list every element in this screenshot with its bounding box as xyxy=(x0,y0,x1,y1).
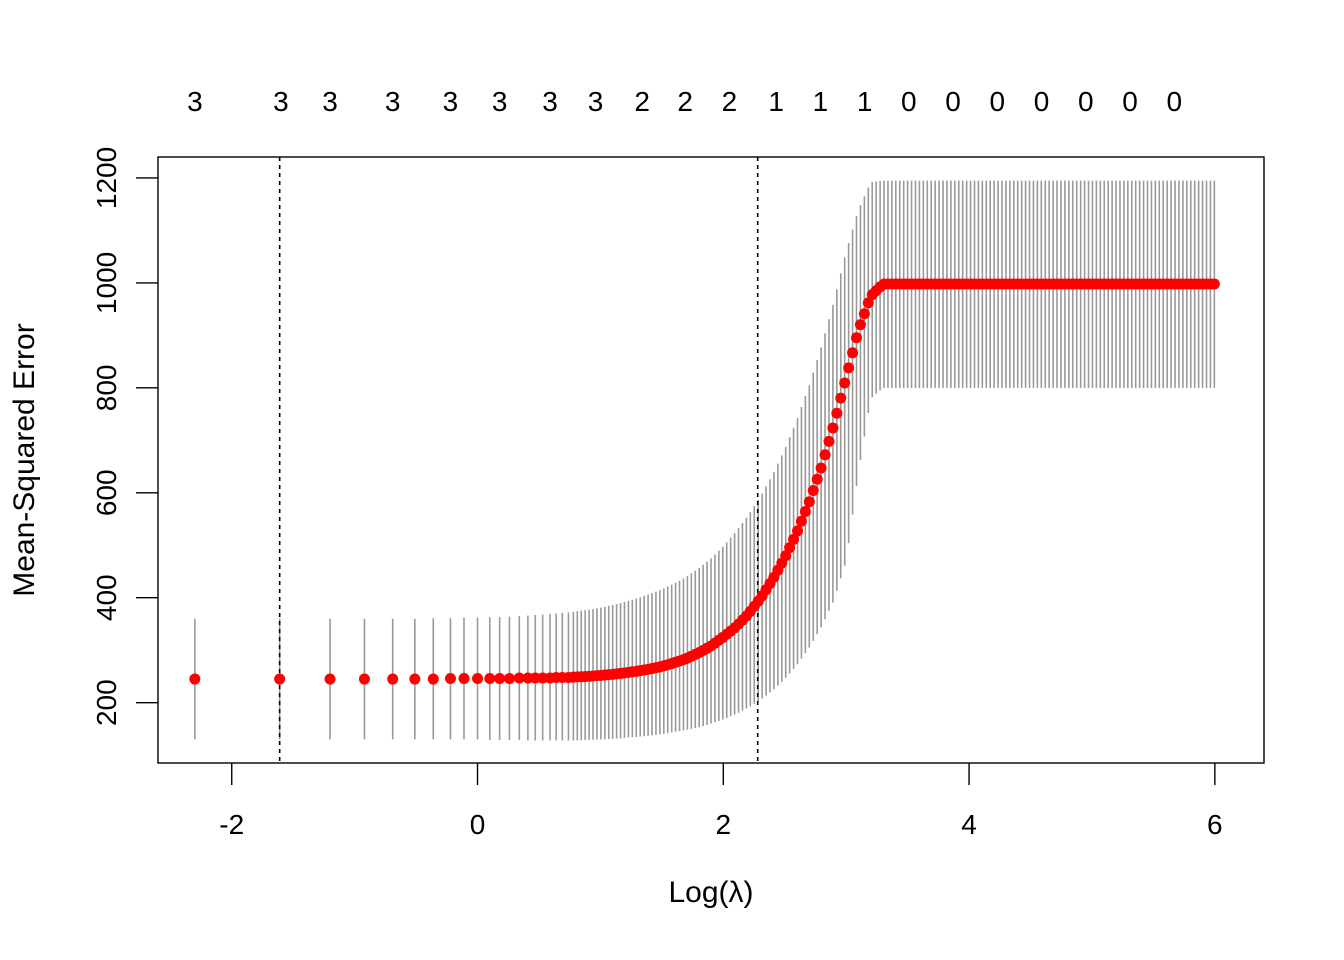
top-axis-label: 2 xyxy=(677,86,693,117)
top-axis-label: 0 xyxy=(1167,86,1183,117)
mse-point xyxy=(815,462,827,474)
mse-point xyxy=(843,362,855,374)
x-tick-label: 4 xyxy=(961,809,977,840)
y-tick-label: 1000 xyxy=(91,252,122,314)
mse-point xyxy=(792,525,804,537)
mse-point xyxy=(823,435,835,447)
y-tick-label: 1200 xyxy=(91,147,122,209)
top-axis-label: 3 xyxy=(187,86,203,117)
mse-point xyxy=(854,319,866,331)
mse-point xyxy=(409,673,421,685)
y-axis-title: Mean-Squared Error xyxy=(8,323,41,596)
y-tick-label: 400 xyxy=(91,574,122,621)
x-axis-title: Log(λ) xyxy=(668,876,753,909)
mse-point xyxy=(799,505,811,517)
y-axis: 200 400 600 800 1000 1200 xyxy=(91,147,158,726)
top-axis-label: 0 xyxy=(1034,86,1050,117)
top-axis-label: 3 xyxy=(443,86,459,117)
mse-point xyxy=(788,533,800,545)
mse-point xyxy=(513,672,525,684)
mse-point xyxy=(847,347,859,359)
mse-point xyxy=(851,332,863,344)
top-axis-label: 3 xyxy=(385,86,401,117)
mse-point xyxy=(503,673,515,685)
mse-point xyxy=(358,673,370,685)
mse-point xyxy=(819,449,831,461)
top-axis-label: 3 xyxy=(273,86,289,117)
top-axis-label: 2 xyxy=(722,86,738,117)
top-axis-label: 0 xyxy=(1122,86,1138,117)
mse-point xyxy=(472,673,484,685)
x-axis: -2 0 2 4 6 xyxy=(219,763,1223,840)
mse-points-layer xyxy=(189,278,1220,685)
top-axis-label: 2 xyxy=(634,86,650,117)
mse-point xyxy=(494,673,506,685)
top-axis-label: 0 xyxy=(990,86,1006,117)
mse-point xyxy=(835,392,847,404)
y-tick-label: 600 xyxy=(91,469,122,516)
mse-point xyxy=(1208,278,1220,290)
mse-point xyxy=(795,515,807,527)
error-bars-layer xyxy=(194,180,1216,741)
mse-point xyxy=(831,407,843,419)
top-axis-label: 1 xyxy=(813,86,829,117)
mse-point xyxy=(484,673,496,685)
top-axis-label: 0 xyxy=(945,86,961,117)
mse-point xyxy=(189,673,201,685)
mse-point xyxy=(458,673,470,685)
mse-point xyxy=(784,542,796,554)
top-axis-label: 3 xyxy=(542,86,558,117)
mse-point xyxy=(780,550,792,562)
mse-point xyxy=(811,473,823,485)
mse-point xyxy=(324,673,336,685)
mse-point xyxy=(862,297,874,309)
top-axis-label: 3 xyxy=(322,86,338,117)
mse-point xyxy=(387,673,399,685)
top-axis-label: 1 xyxy=(768,86,784,117)
top-axis-label: 0 xyxy=(1078,86,1094,117)
mse-point xyxy=(803,496,815,508)
x-tick-label: -2 xyxy=(219,809,244,840)
mse-point xyxy=(274,673,286,685)
top-axis-label: 3 xyxy=(588,86,604,117)
mse-point xyxy=(807,484,819,496)
mse-point xyxy=(427,673,439,685)
y-tick-label: 800 xyxy=(91,364,122,411)
mse-point xyxy=(858,308,870,320)
reference-lines-layer xyxy=(278,157,759,763)
top-axis-label: 0 xyxy=(901,86,917,117)
mse-point xyxy=(444,673,456,685)
top-axis-label: 3 xyxy=(492,86,508,117)
top-axis-label: 1 xyxy=(857,86,873,117)
plot-frame xyxy=(157,156,1265,764)
x-tick-label: 6 xyxy=(1207,809,1223,840)
mse-point xyxy=(839,377,851,389)
x-tick-label: 2 xyxy=(715,809,731,840)
x-tick-label: 0 xyxy=(470,809,486,840)
mse-point xyxy=(827,422,839,434)
y-tick-label: 200 xyxy=(91,679,122,726)
